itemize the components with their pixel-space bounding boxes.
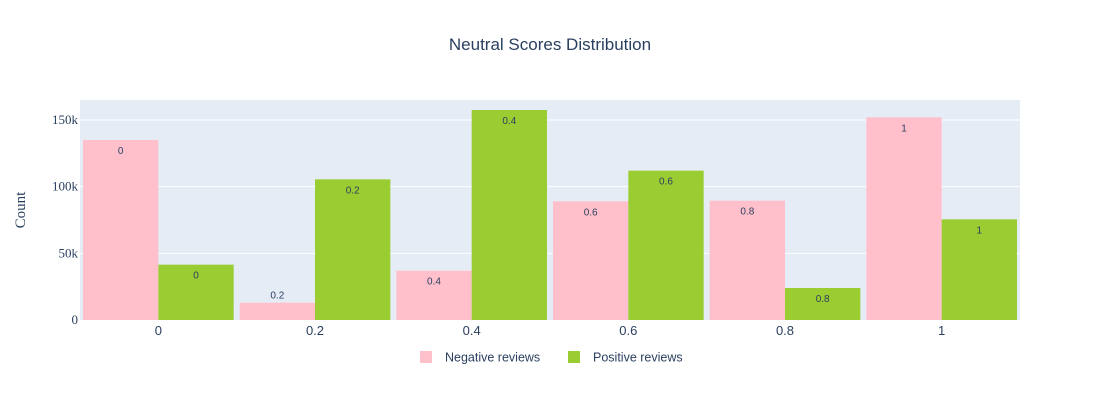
legend-swatch bbox=[420, 351, 432, 363]
x-tick-label: 0.6 bbox=[619, 323, 637, 338]
bar-negative-reviews[interactable] bbox=[396, 270, 472, 320]
gridlines bbox=[80, 119, 1020, 254]
bar-negative-reviews[interactable] bbox=[83, 140, 159, 320]
bar-value-label: 0.4 bbox=[502, 116, 516, 127]
bar-positive-reviews[interactable] bbox=[785, 288, 861, 320]
legend-item-positive-reviews[interactable]: Positive reviews bbox=[568, 351, 683, 365]
legend[interactable]: Negative reviews Positive reviews bbox=[420, 351, 683, 365]
bar-value-label: 0.8 bbox=[816, 294, 830, 305]
x-tick-label: 0 bbox=[155, 323, 162, 338]
x-tick-label: 0.4 bbox=[463, 323, 481, 338]
x-axis: 0 0.2 0.4 0.6 0.8 1 bbox=[155, 323, 946, 338]
bar-value-label: 0 bbox=[118, 146, 124, 157]
x-tick-label: 0.2 bbox=[306, 323, 324, 338]
bar-negative-reviews[interactable] bbox=[709, 200, 785, 320]
bar-negative-reviews[interactable] bbox=[553, 201, 629, 320]
bar-positive-reviews[interactable] bbox=[471, 110, 547, 320]
bar-value-label: 0.6 bbox=[584, 207, 598, 218]
bar-value-label: 1 bbox=[901, 123, 907, 134]
bar-value-label: 0.4 bbox=[427, 277, 441, 288]
bar-value-label: 0 bbox=[193, 271, 199, 282]
y-tick-label: 50k bbox=[59, 245, 79, 260]
bar-negative-reviews[interactable] bbox=[239, 302, 315, 320]
bar-positive-reviews[interactable] bbox=[941, 219, 1017, 320]
y-axis-title: Count bbox=[13, 191, 29, 229]
bar-positive-reviews[interactable] bbox=[315, 179, 391, 320]
data-labels: 0 0 0.2 0.2 0.4 0.4 0.6 0.6 0.8 0.8 1 1 bbox=[118, 116, 983, 305]
bar-positive-reviews[interactable] bbox=[158, 264, 234, 320]
y-tick-label: 150k bbox=[52, 112, 79, 127]
plot-area bbox=[80, 100, 1020, 320]
legend-label: Negative reviews bbox=[445, 351, 540, 365]
y-tick-label: 0 bbox=[72, 312, 79, 327]
x-tick-label: 0.8 bbox=[776, 323, 794, 338]
legend-swatch bbox=[568, 351, 580, 363]
legend-item-negative-reviews[interactable]: Negative reviews bbox=[420, 351, 540, 365]
bar-value-label: 0.6 bbox=[659, 177, 673, 188]
chart-title: Neutral Scores Distribution bbox=[449, 35, 651, 54]
x-tick-label: 1 bbox=[938, 323, 945, 338]
y-tick-label: 100k bbox=[52, 179, 79, 194]
bars bbox=[83, 110, 1017, 320]
bar-value-label: 0.8 bbox=[740, 207, 754, 218]
y-axis: 0 50k 100k 150k bbox=[52, 112, 79, 327]
bar-value-label: 0.2 bbox=[346, 185, 360, 196]
bar-value-label: 0.2 bbox=[270, 291, 284, 302]
bar-value-label: 1 bbox=[977, 225, 983, 236]
bar-negative-reviews[interactable] bbox=[866, 117, 942, 320]
legend-label: Positive reviews bbox=[593, 351, 683, 365]
bar-positive-reviews[interactable] bbox=[628, 170, 704, 320]
